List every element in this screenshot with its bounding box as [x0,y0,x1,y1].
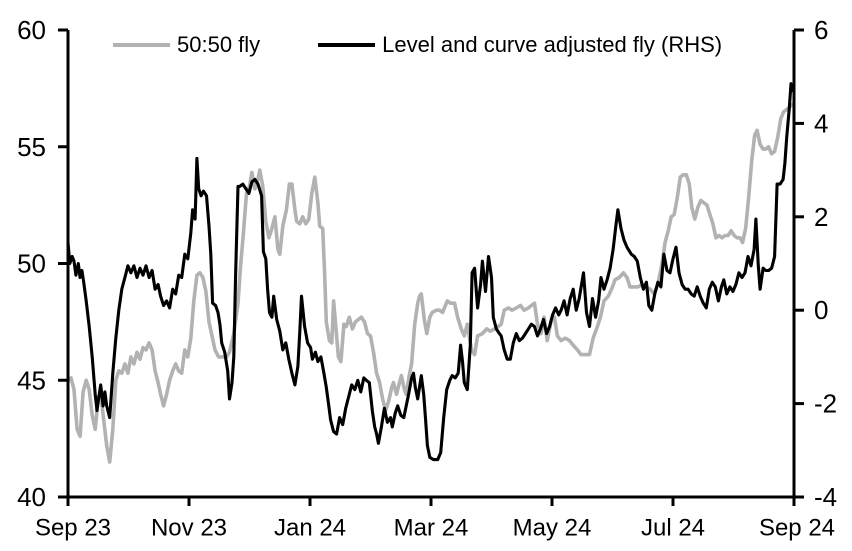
y-axis-right-tick-label: 6 [814,15,828,45]
y-axis-right-tick-label: 4 [814,108,828,138]
x-axis-tick-label: Sep 24 [759,515,835,542]
legend-label: Level and curve adjusted fly (RHS) [382,32,723,57]
legend-item-level-curve-adjusted-fly: Level and curve adjusted fly (RHS) [318,32,722,58]
y-axis-left-tick-label: 45 [17,365,46,395]
y-axis-left-tick-label: 40 [17,482,46,512]
y-axis-right-tick-label: -2 [814,389,837,419]
y-axis-right-tick-label: -4 [814,482,837,512]
legend-label: 50:50 fly [177,32,261,57]
y-axis-left-tick-label: 60 [17,15,46,45]
y-axis-right-tick-label: 2 [814,202,828,232]
x-axis-tick-label: May 24 [513,515,592,542]
chart-legend: 50:50 fly Level and curve adjusted fly (… [113,32,722,58]
x-axis-tick-label: Nov 23 [151,515,227,542]
x-axis-tick-label: Mar 24 [394,515,469,542]
x-axis-tick-label: Sep 23 [35,515,111,542]
legend-item-5050-fly: 50:50 fly [113,32,260,58]
y-axis-right-tick-label: 0 [814,295,828,325]
y-axis-left-tick-label: 50 [17,249,46,279]
gray-line-swatch [113,43,170,47]
x-axis-tick-label: Jul 24 [641,515,705,542]
x-axis-tick-label: Jan 24 [274,515,346,542]
series-line-1 [66,82,794,462]
black-line-swatch [318,43,376,47]
series-line-0 [66,102,795,464]
y-axis-left-tick-label: 55 [17,132,46,162]
